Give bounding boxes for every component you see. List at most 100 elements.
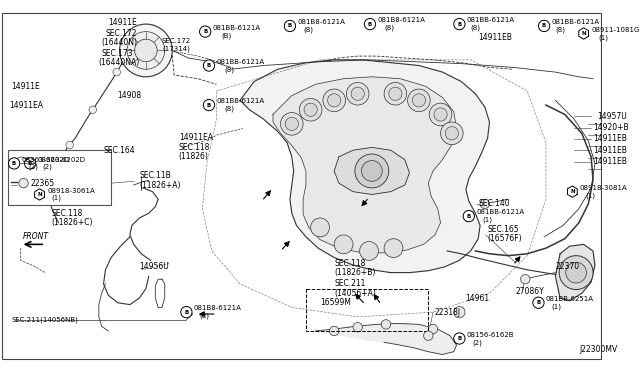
Polygon shape: [556, 244, 595, 301]
Text: (11826): (11826): [179, 152, 209, 161]
Circle shape: [353, 323, 362, 332]
Circle shape: [134, 39, 157, 62]
Circle shape: [19, 179, 28, 188]
Polygon shape: [35, 189, 44, 200]
Circle shape: [24, 158, 36, 169]
Text: SEC.164: SEC.164: [104, 146, 135, 155]
Text: 08156-6162B: 08156-6162B: [467, 332, 515, 338]
Circle shape: [300, 99, 322, 121]
Text: B: B: [467, 214, 471, 219]
Circle shape: [127, 32, 164, 69]
Text: N: N: [37, 192, 42, 197]
Circle shape: [533, 297, 544, 308]
Circle shape: [463, 211, 474, 222]
Text: B: B: [457, 336, 461, 341]
Text: B: B: [536, 300, 541, 305]
Circle shape: [424, 331, 433, 340]
Text: 22365: 22365: [30, 179, 54, 188]
Circle shape: [360, 241, 378, 260]
Text: SEC.211: SEC.211: [334, 279, 365, 288]
Circle shape: [429, 103, 452, 126]
Text: 081BB-6121A: 081BB-6121A: [212, 25, 261, 31]
Text: (2): (2): [28, 164, 38, 170]
Circle shape: [428, 324, 438, 334]
Text: 22370: 22370: [556, 263, 580, 272]
Text: 081BB-6121A: 081BB-6121A: [467, 17, 515, 23]
Text: (8): (8): [200, 312, 209, 319]
Circle shape: [204, 99, 214, 111]
Circle shape: [346, 83, 369, 105]
Text: SEC.172: SEC.172: [106, 29, 137, 38]
Circle shape: [454, 307, 465, 318]
Text: B: B: [368, 22, 372, 26]
Text: 081BB-6121A: 081BB-6121A: [552, 19, 600, 25]
Circle shape: [285, 117, 298, 131]
Text: SEC.118: SEC.118: [334, 259, 365, 268]
Text: 081BB-6251A: 081BB-6251A: [546, 296, 594, 302]
Circle shape: [384, 239, 403, 257]
Text: 14961: 14961: [465, 294, 489, 302]
Text: SEC.172: SEC.172: [162, 38, 191, 44]
Circle shape: [47, 198, 54, 205]
Text: (2): (2): [42, 164, 52, 170]
Text: 081B8-6121A: 081B8-6121A: [378, 17, 426, 23]
Circle shape: [388, 87, 402, 100]
Circle shape: [330, 326, 339, 336]
Text: 14911E: 14911E: [12, 82, 40, 91]
Text: N: N: [570, 189, 575, 194]
Text: 14911EB: 14911EB: [593, 146, 627, 155]
Polygon shape: [240, 60, 490, 273]
Circle shape: [480, 199, 490, 209]
Circle shape: [362, 161, 382, 181]
Text: B: B: [28, 161, 32, 166]
Text: (2): (2): [472, 339, 483, 346]
Circle shape: [381, 320, 390, 329]
Text: (8): (8): [384, 25, 394, 31]
Text: B: B: [542, 23, 546, 29]
Text: (8): (8): [470, 25, 481, 31]
Text: (11826+A): (11826+A): [140, 180, 181, 190]
Polygon shape: [316, 323, 456, 355]
Text: 081B8-6121A: 081B8-6121A: [194, 305, 242, 311]
Text: 14920+B: 14920+B: [593, 123, 628, 132]
Circle shape: [384, 83, 406, 105]
Circle shape: [66, 141, 74, 149]
Text: (14056+A): (14056+A): [334, 289, 376, 298]
Text: 14908: 14908: [118, 91, 142, 100]
Polygon shape: [579, 28, 589, 39]
Text: 081BB-6121A: 081BB-6121A: [216, 98, 264, 104]
Circle shape: [364, 19, 376, 30]
Circle shape: [454, 19, 465, 30]
Circle shape: [412, 94, 426, 107]
Text: 081B8-6121A: 081B8-6121A: [298, 19, 346, 25]
Polygon shape: [334, 147, 410, 195]
Circle shape: [538, 20, 550, 32]
Circle shape: [113, 68, 120, 76]
Circle shape: [445, 127, 458, 140]
Text: SEC.165: SEC.165: [488, 225, 519, 234]
Text: 14911EB: 14911EB: [593, 134, 627, 144]
Text: (1): (1): [482, 217, 492, 223]
Text: FRONT: FRONT: [22, 232, 49, 241]
Circle shape: [328, 94, 340, 107]
Circle shape: [559, 256, 593, 289]
Text: 081BB-6121A: 081BB-6121A: [476, 209, 524, 215]
Text: N: N: [581, 31, 586, 36]
Text: (1): (1): [586, 192, 596, 199]
Text: SEC.173: SEC.173: [102, 49, 133, 58]
Text: (8): (8): [303, 26, 313, 33]
Text: (11826+C): (11826+C): [52, 218, 93, 227]
Circle shape: [51, 170, 58, 177]
Text: B: B: [184, 310, 189, 315]
Circle shape: [120, 24, 172, 77]
Text: 16599M: 16599M: [320, 298, 351, 307]
Text: (1): (1): [598, 34, 609, 41]
Text: (8): (8): [224, 66, 234, 73]
Text: 14956U: 14956U: [140, 263, 169, 272]
Circle shape: [334, 235, 353, 254]
Text: (16440N): (16440N): [102, 38, 138, 47]
Text: SEC.118: SEC.118: [179, 143, 210, 152]
Bar: [306, 289, 428, 331]
Circle shape: [566, 262, 586, 283]
Circle shape: [304, 103, 317, 116]
